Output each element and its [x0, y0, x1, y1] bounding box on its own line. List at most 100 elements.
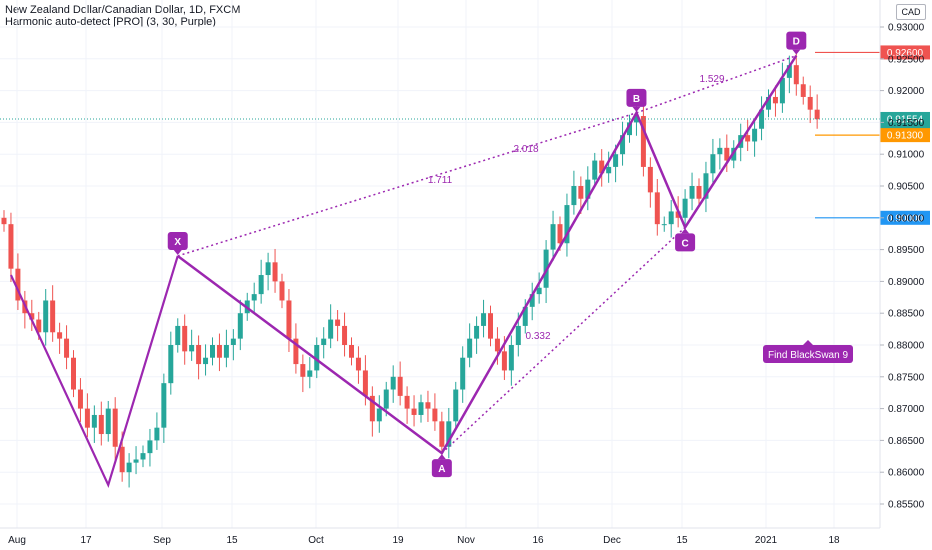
x-tick-label: Aug: [8, 535, 26, 546]
candle-body: [752, 128, 758, 142]
candle-body: [550, 224, 556, 250]
candle-body: [91, 414, 97, 428]
candle-body: [335, 319, 341, 326]
grid: [0, 0, 880, 528]
candle-body: [474, 325, 480, 339]
pattern-point-x[interactable]: [167, 231, 188, 250]
pattern-point-pointer: [437, 454, 446, 460]
candle-body: [682, 198, 688, 218]
candle-body: [585, 179, 591, 199]
candle-body: [390, 376, 396, 390]
candle-body: [112, 408, 118, 447]
candle-body: [8, 224, 14, 269]
tag-label: Find BlackSwan 9: [768, 350, 848, 361]
candle-body: [286, 300, 292, 339]
price-level-label: 0.91300: [887, 131, 924, 142]
ratio-label: 1.529: [699, 74, 724, 85]
pattern-point-b[interactable]: [626, 88, 647, 107]
candle-body: [349, 345, 354, 358]
price-level-label: 0.90000: [887, 213, 924, 224]
indicator-legend[interactable]: Harmonic auto-detect [PRO] (3, 30, Purpl…: [5, 16, 216, 28]
candle-body: [84, 408, 90, 428]
candle-body: [529, 294, 535, 307]
ratio-line-bd: [636, 54, 797, 114]
candle-body: [453, 389, 459, 422]
price-level-badge[interactable]: [880, 210, 930, 225]
price-level-badge[interactable]: [880, 45, 930, 60]
candle-body: [175, 325, 181, 345]
currency-badge[interactable]: CAD: [896, 4, 926, 20]
candle-body: [223, 345, 229, 358]
y-tick-label: 0.92500: [888, 54, 925, 65]
candle-body: [77, 389, 83, 409]
pattern-point-d[interactable]: [786, 31, 807, 50]
candle-body: [383, 389, 389, 409]
x-tick-label: Dec: [603, 535, 621, 546]
pattern-legs: [177, 54, 798, 455]
candle-body: [620, 135, 626, 155]
x-tick-label: Oct: [308, 535, 324, 546]
candle-body: [578, 186, 584, 199]
candle-body: [105, 408, 111, 435]
y-tick-label: 0.93000: [888, 23, 925, 34]
candle-body: [119, 446, 125, 473]
y-tick-label: 0.87500: [888, 372, 925, 383]
candle-body: [703, 173, 709, 199]
candle-body: [425, 402, 431, 409]
candle-body: [182, 325, 188, 352]
candle-body: [807, 96, 813, 110]
x-tick-label: Nov: [457, 535, 475, 546]
price-level-badge[interactable]: [880, 128, 930, 143]
pattern-point-label: D: [793, 37, 800, 48]
candle-body: [710, 154, 716, 174]
x-tick-label: 16: [532, 535, 544, 546]
x-tick-label: 19: [392, 535, 404, 546]
candle-body: [140, 453, 146, 460]
price-level-badge[interactable]: [880, 111, 930, 126]
candle-body: [786, 65, 792, 78]
candle-body: [613, 154, 619, 167]
pattern-point-a[interactable]: [431, 459, 452, 478]
candle-body: [536, 287, 542, 295]
y-tick-label: 0.90000: [888, 213, 925, 224]
candle-body: [126, 462, 132, 473]
candles: [1, 51, 820, 488]
y-tick-label: 0.86500: [888, 436, 925, 447]
candle-body: [759, 109, 765, 129]
candle-body: [432, 408, 438, 422]
find-blackswan-tag[interactable]: Find BlackSwan 9: [763, 340, 853, 363]
candle-body: [494, 338, 500, 352]
candle-body: [571, 186, 577, 206]
candle-body: [696, 186, 702, 199]
candle-body: [98, 414, 104, 435]
candle-body: [362, 370, 368, 396]
y-tick-label: 0.91500: [888, 118, 925, 129]
candle-body: [460, 357, 466, 390]
candle-body: [661, 224, 667, 226]
candle-body: [766, 96, 771, 110]
pattern-point-c[interactable]: [675, 233, 696, 252]
pattern-leg-pre: [9, 255, 179, 488]
candle-body: [522, 306, 528, 326]
price-axis: 0.93000 0.92500 0.92000 0.91500 0.91000 0.905…: [879, 0, 925, 528]
candle-body: [251, 294, 257, 301]
chart-title: New Zealand Dollar/Canadian Dollar, 1D, …: [5, 4, 241, 16]
candle-body: [376, 408, 382, 422]
ratio-label: 2.018: [513, 144, 538, 155]
candle-body: [800, 84, 806, 97]
x-tick-label: 17: [80, 535, 92, 546]
pattern-point-pointer: [681, 228, 690, 234]
candle-body: [161, 383, 167, 428]
x-tick-label: Sep: [153, 535, 171, 546]
candle-body: [772, 96, 778, 104]
candle-body: [64, 338, 70, 358]
y-tick-label: 0.88500: [888, 309, 925, 320]
candle-body: [300, 364, 306, 377]
ratio-line-ac: [441, 226, 686, 454]
candle-body: [189, 345, 195, 352]
candle-body: [216, 345, 222, 358]
harmonic-pattern: 1.711 2.018 1.529 0.332 X A B C D: [9, 31, 807, 488]
candle-body: [342, 325, 348, 345]
tag-box[interactable]: [763, 345, 853, 363]
